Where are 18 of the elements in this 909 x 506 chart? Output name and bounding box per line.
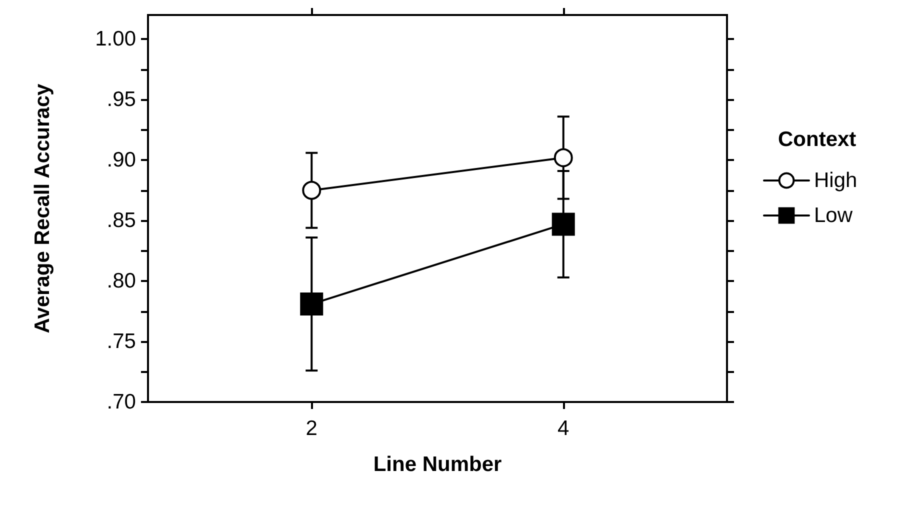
legend-title: Context [778, 128, 856, 151]
x-axis-title: Line Number [373, 453, 502, 476]
x-tick-label: 2 [306, 417, 318, 440]
y-tick-label: 1.00 [95, 28, 136, 51]
y-tick-label: .95 [106, 88, 136, 112]
y-tick-label: .90 [106, 148, 136, 172]
legend-label: Low [814, 204, 854, 227]
x-tick-label: 4 [558, 417, 570, 440]
y-tick-label: .75 [106, 330, 136, 354]
legend-label: High [814, 169, 858, 192]
y-tick-label: .70 [106, 390, 136, 414]
y-axis-title: Average Recall Accuracy [31, 83, 54, 334]
point [554, 148, 573, 168]
y-tick-label: .85 [106, 209, 136, 232]
point [552, 212, 575, 236]
y-tick-label: .80 [106, 270, 136, 293]
point [300, 292, 324, 316]
point [302, 180, 322, 200]
